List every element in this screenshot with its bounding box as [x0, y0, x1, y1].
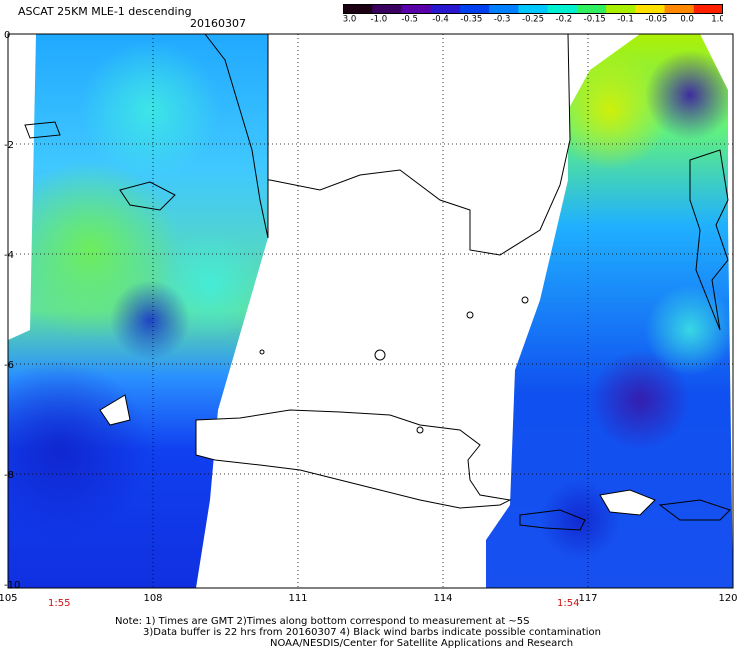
lat-label: -6 [4, 360, 14, 371]
colorbar-segment [547, 4, 578, 13]
lon-label: 114 [433, 593, 452, 604]
west-swath [8, 34, 268, 588]
colorbar-segment [372, 4, 402, 13]
longitude-labels: 105 108 111 114 117 120 [0, 593, 738, 604]
color-scale-legend: -3.0 -1.0 -0.5 -0.4 -0.35 -0.3 -0.25 -0.2 -0.15 -… [343, 4, 723, 22]
colorbar-label: -0.3 [494, 15, 511, 23]
colorbar-segment [693, 4, 723, 13]
colorbar-label: -1.0 [371, 15, 388, 23]
colorbar-segment [489, 4, 519, 13]
map-date: 20160307 [190, 17, 246, 30]
pass-time-east: 1:54 [557, 598, 580, 609]
lat-label: 0 [4, 30, 10, 41]
colorbar-label: 1.0 [711, 15, 723, 23]
lon-label: 111 [288, 593, 307, 604]
colorbar-segment [635, 4, 666, 13]
lat-label: -8 [4, 470, 14, 481]
colorbar-segment [664, 4, 695, 13]
lon-label: 105 [0, 593, 18, 604]
colorbar-label: -0.4 [432, 15, 449, 23]
colorbar-label: -0.5 [401, 15, 418, 23]
latitude-labels: 0 -2 -4 -6 -8 -10 [4, 30, 20, 591]
map-title: ASCAT 25KM MLE-1 descending [18, 5, 192, 18]
colorbar-label: -0.25 [522, 15, 544, 23]
colorbar-label: 0.0 [680, 15, 694, 23]
colorbar-segment [459, 4, 490, 13]
colorbar-segment [606, 4, 636, 13]
pass-time-west: 1:55 [48, 598, 71, 609]
lon-label: 120 [718, 593, 737, 604]
colorbar-label: -0.35 [460, 15, 482, 23]
colorbar-label: -0.1 [617, 15, 634, 23]
colorbar-segment [343, 4, 373, 13]
borneo-coast [267, 33, 571, 256]
lon-label: 117 [578, 593, 597, 604]
colorbar-segment [401, 4, 432, 13]
colorbar-label: -3.0 [343, 15, 356, 23]
colorbar-segment [518, 4, 549, 13]
colorbar-label: -0.2 [556, 15, 573, 23]
graticule [8, 34, 733, 588]
colorbar-label: -0.05 [645, 15, 667, 23]
lat-label: -10 [4, 580, 20, 591]
java-coast [195, 409, 512, 509]
colorbar-segment [576, 4, 607, 13]
note-line-2: 3)Data buffer is 22 hrs from 20160307 4)… [143, 627, 601, 638]
colorbar-segment [430, 4, 461, 13]
lat-label: -4 [4, 250, 14, 261]
coastlines [24, 33, 731, 531]
note-line-3: NOAA/NESDIS/Center for Satellite Applica… [270, 638, 574, 649]
lat-label: -2 [4, 140, 14, 151]
lon-label: 108 [143, 593, 162, 604]
colorbar-label: -0.15 [584, 15, 606, 23]
colorbar-frame [343, 4, 723, 14]
note-line-1: Note: 1) Times are GMT 2)Times along bot… [115, 616, 530, 627]
map-frame [7, 33, 734, 589]
